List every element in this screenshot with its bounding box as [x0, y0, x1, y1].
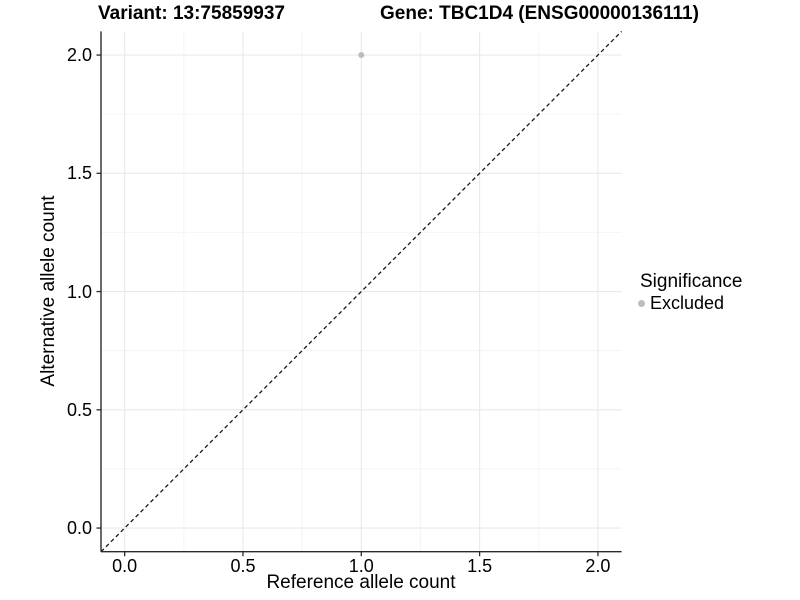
gene-title: Gene: TBC1D4 (ENSG00000136111) — [380, 3, 699, 24]
y-tick-label: 2.0 — [66, 45, 92, 66]
y-axis-label: Alternative allele count — [38, 195, 59, 387]
x-tick-label: 2.0 — [585, 556, 611, 576]
y-tick-label: 1.0 — [66, 281, 92, 302]
legend: Significance Excluded — [636, 270, 742, 314]
identity-reference-line — [100, 30, 623, 553]
legend-title: Significance — [640, 271, 743, 292]
excluded-point-icon — [638, 300, 645, 307]
x-axis-label: Reference allele count — [266, 572, 456, 593]
data-point-excluded — [358, 52, 365, 59]
y-tick-label: 1.5 — [66, 163, 92, 184]
variant-title: Variant: 13:75859937 — [98, 3, 285, 24]
x-tick-label: 1.5 — [467, 556, 493, 576]
x-tick-label: 1.0 — [348, 556, 374, 576]
x-tick-label: 0.0 — [112, 556, 138, 576]
legend-item-label: Excluded — [650, 293, 725, 313]
y-tick-label: 0.0 — [66, 518, 92, 539]
x-tick-label: 0.5 — [230, 556, 256, 576]
y-tick-label: 0.5 — [66, 399, 92, 420]
legend-item-excluded: Excluded — [636, 293, 742, 314]
